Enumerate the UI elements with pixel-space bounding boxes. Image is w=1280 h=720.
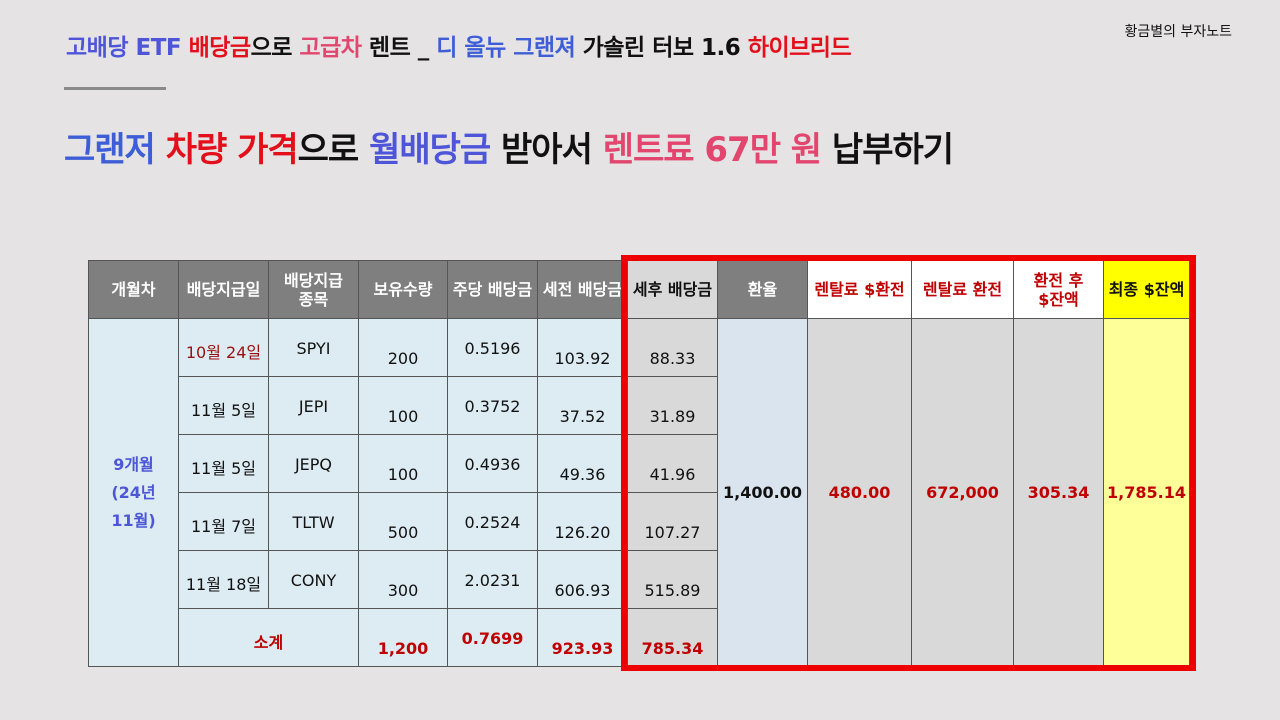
cell-pretax: 606.93 — [537, 550, 628, 609]
title-part: 하이브리드 — [747, 35, 852, 61]
cell-dps: 0.5196 — [447, 318, 538, 377]
headline-part: 렌트료 67만 원 — [602, 130, 822, 170]
final-balance-cell: 1,785.14 — [1103, 318, 1190, 667]
table-row: 11월 5일 JEPQ 100 0.4936 49.36 41.96 — [89, 434, 1190, 493]
cell-qty: 100 — [358, 376, 448, 435]
table-row: 9개월 (24년 11월) 10월 24일 SPYI 200 0.5196 103.… — [88, 318, 1190, 667]
headline-part: 그랜저 — [64, 130, 166, 170]
title-part: 으로 — [250, 35, 300, 61]
rent-usd-cell: 480.00 — [807, 318, 912, 667]
cell-qty: 500 — [358, 492, 448, 551]
headline-part: 월배당금 — [369, 130, 491, 170]
cell-date: 10월 24일 — [178, 318, 269, 377]
cell-qty: 300 — [358, 550, 448, 609]
fx-rate-cell: 1,400.00 — [717, 318, 808, 667]
subtotal-qty: 1,200 — [358, 608, 448, 667]
after-balance-cell: 305.34 — [1013, 318, 1104, 667]
cell-pretax: 126.20 — [537, 492, 628, 551]
cell-qty: 200 — [358, 318, 448, 377]
cell-date: 11월 7일 — [178, 492, 269, 551]
subtotal-dps: 0.7699 — [447, 608, 538, 667]
table-row: 11월 18일 CONY 300 2.0231 606.93 515.89 — [89, 550, 1190, 609]
cell-ticker: CONY — [268, 550, 359, 609]
subtotal-aftertax: 785.34 — [627, 608, 718, 667]
header-row: 개월차 배당지급일 배당지급 종목 보유수량 주당 배당금 세전 배당금 세후 배… — [88, 260, 1190, 319]
cell-pretax: 37.52 — [537, 376, 628, 435]
col-header-after-balance: 환전 후 $잔액 — [1013, 260, 1104, 319]
headline-part: 으로 — [297, 130, 370, 170]
col-header-rent-krw: 렌탈료 환전 — [911, 260, 1014, 319]
cell-aftertax: 107.27 — [627, 492, 718, 551]
headline: 그랜저 차량 가격으로 월배당금 받아서 렌트료 67만 원 납부하기 — [64, 122, 954, 171]
title-part: 고배당 ETF — [66, 35, 189, 61]
col-header-fx: 환율 — [717, 260, 808, 319]
table-row: 11월 7일 TLTW 500 0.2524 126.20 107.27 — [89, 492, 1190, 551]
cell-dps: 0.4936 — [447, 434, 538, 493]
title-part: 렌트 _ — [361, 35, 437, 61]
col-header-qty: 보유수량 — [358, 260, 448, 319]
title-part: 디 올뉴 그랜져 — [436, 35, 576, 61]
col-header-dps: 주당 배당금 — [447, 260, 538, 319]
cell-ticker: JEPI — [268, 376, 359, 435]
col-header-aftertax: 세후 배당금 — [627, 260, 718, 319]
cell-pretax: 103.92 — [537, 318, 628, 377]
col-header-pretax: 세전 배당금 — [537, 260, 628, 319]
dividend-table: 개월차 배당지급일 배당지급 종목 보유수량 주당 배당금 세전 배당금 세후 배… — [88, 260, 1190, 667]
cell-dps: 0.3752 — [447, 376, 538, 435]
subtotal-pretax: 923.93 — [537, 608, 628, 667]
headline-part: 차량 가격 — [165, 130, 299, 170]
cell-ticker: SPYI — [268, 318, 359, 377]
title-divider — [64, 87, 166, 90]
page-title: 고배당 ETF 배당금으로 고급차 렌트 _ 디 올뉴 그랜져 가솔린 터보 1… — [66, 28, 852, 62]
cell-aftertax: 31.89 — [627, 376, 718, 435]
cell-ticker: TLTW — [268, 492, 359, 551]
col-header-period: 개월차 — [88, 260, 179, 319]
subtotal-row: 소계 1,200 0.7699 923.93 785.34 — [89, 608, 1190, 667]
cell-qty: 100 — [358, 434, 448, 493]
rent-krw-cell: 672,000 — [911, 318, 1014, 667]
cell-date: 11월 5일 — [178, 376, 269, 435]
cell-dps: 0.2524 — [447, 492, 538, 551]
cell-dps: 2.0231 — [447, 550, 538, 609]
title-part: 배당금 — [188, 35, 251, 61]
subtotal-label: 소계 — [178, 608, 359, 667]
period-cell: 9개월 (24년 11월) — [88, 318, 179, 667]
cell-ticker: JEPQ — [268, 434, 359, 493]
cell-aftertax: 41.96 — [627, 434, 718, 493]
title-part: 가솔린 터보 1.6 — [575, 35, 748, 61]
cell-pretax: 49.36 — [537, 434, 628, 493]
headline-part: 납부하기 — [821, 130, 954, 170]
col-header-final-balance: 최종 $잔액 — [1103, 260, 1190, 319]
cell-date: 11월 5일 — [178, 434, 269, 493]
table-row: 11월 5일 JEPI 100 0.3752 37.52 31.89 — [89, 376, 1190, 435]
cell-date: 11월 18일 — [178, 550, 269, 609]
cell-aftertax: 515.89 — [627, 550, 718, 609]
col-header-ticker: 배당지급 종목 — [268, 260, 359, 319]
col-header-date: 배당지급일 — [178, 260, 269, 319]
headline-part: 받아서 — [490, 130, 603, 170]
cell-aftertax: 88.33 — [627, 318, 718, 377]
col-header-rent-usd: 렌탈료 $환전 — [807, 260, 912, 319]
brand-label: 황금별의 부자노트 — [1124, 24, 1233, 40]
title-part: 고급차 — [299, 35, 362, 61]
